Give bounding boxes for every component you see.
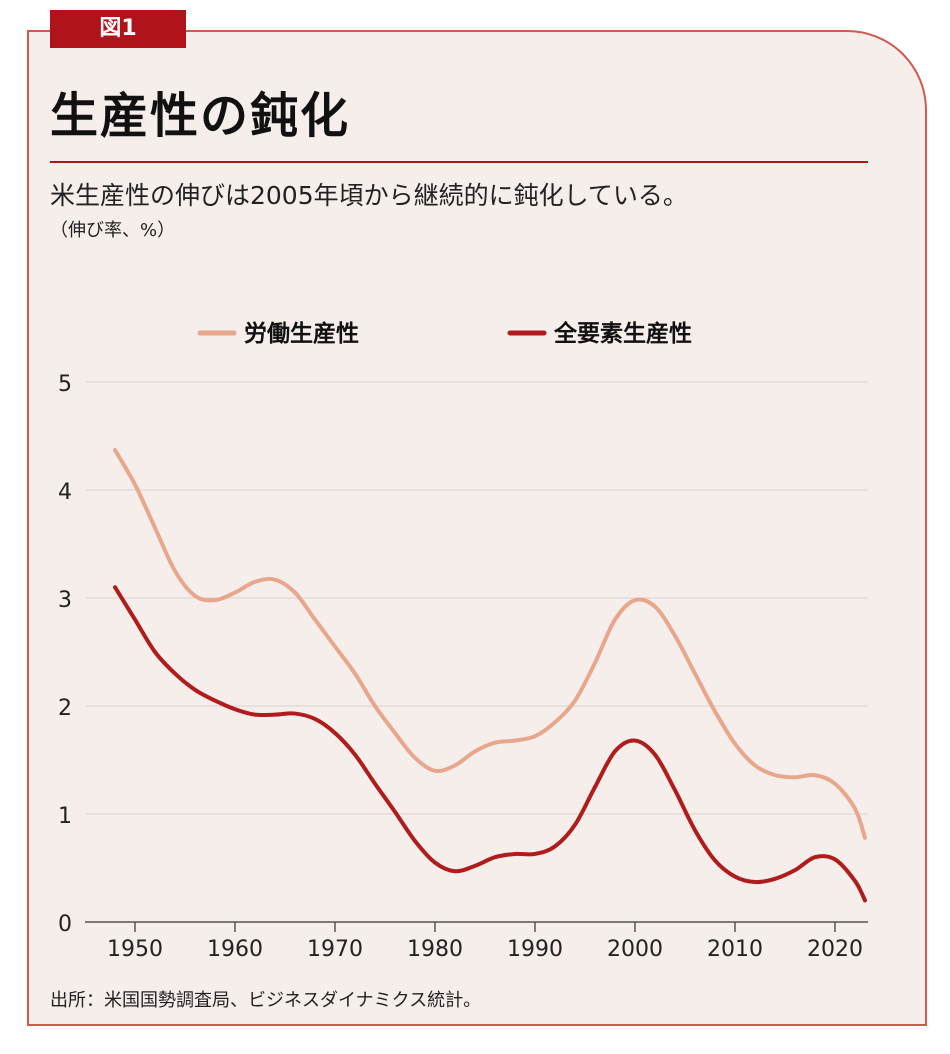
x-tick-label: 2020 bbox=[807, 937, 863, 962]
y-tick-label: 5 bbox=[58, 372, 72, 397]
x-tick-label: 2000 bbox=[607, 937, 663, 962]
x-tick-label: 1960 bbox=[207, 937, 263, 962]
chart-subtitle: 米生産性の伸びは2005年頃から継続的に鈍化している。 bbox=[50, 181, 688, 210]
legend-label: 労働生産性 bbox=[244, 320, 359, 347]
unit-note: （伸び率、%） bbox=[50, 220, 176, 241]
x-tick-label: 1950 bbox=[107, 937, 163, 962]
x-tick-label: 1990 bbox=[507, 937, 563, 962]
y-tick-label: 0 bbox=[58, 912, 72, 937]
series-line-tfp bbox=[113, 585, 867, 903]
figure-panel bbox=[27, 30, 927, 1026]
x-tick-label: 1980 bbox=[407, 937, 463, 962]
legend-label: 全要素生産性 bbox=[553, 320, 692, 347]
y-tick-label: 4 bbox=[58, 480, 72, 505]
series-line-labor-productivity bbox=[113, 448, 867, 840]
x-tick-label: 1970 bbox=[307, 937, 363, 962]
source-note: 出所：米国国勢調査局、ビジネスダイナミクス統計。 bbox=[50, 990, 482, 1011]
y-tick-label: 1 bbox=[58, 804, 72, 829]
figure-label: 図1 bbox=[50, 10, 186, 48]
chart-title: 生産性の鈍化 bbox=[50, 88, 351, 144]
y-tick-label: 3 bbox=[58, 588, 72, 613]
title-divider bbox=[50, 161, 868, 163]
y-tick-label: 2 bbox=[58, 696, 72, 721]
x-tick-label: 2010 bbox=[707, 937, 763, 962]
